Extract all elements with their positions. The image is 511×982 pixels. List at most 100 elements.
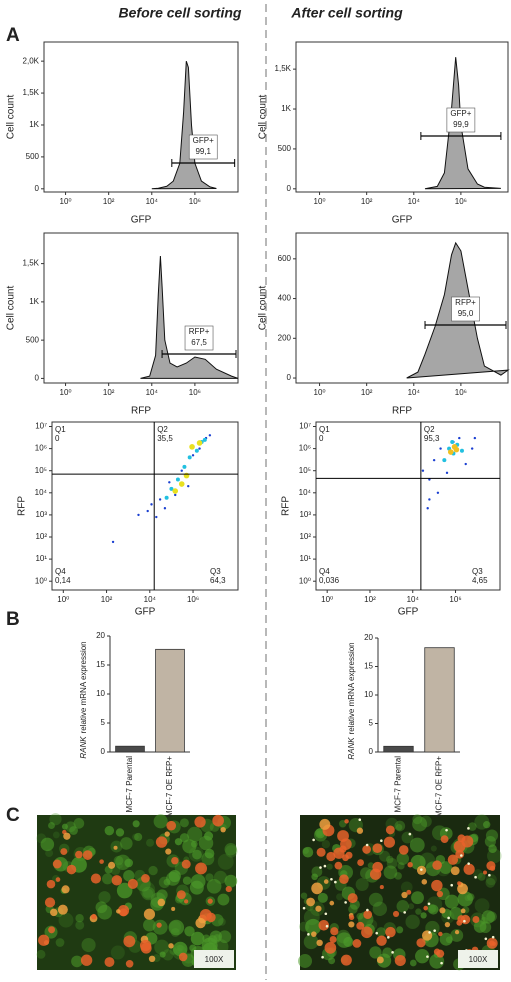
cell [426, 955, 429, 958]
cell [391, 951, 394, 954]
cell [55, 877, 61, 882]
quadrant-value: 0,14 [55, 576, 71, 585]
cell [134, 832, 143, 842]
cell [115, 828, 125, 837]
point [174, 493, 177, 497]
cell [477, 872, 486, 881]
cell [184, 926, 195, 937]
cell [483, 870, 488, 875]
cell [217, 893, 230, 906]
cell [157, 898, 166, 907]
cell [455, 849, 465, 859]
magnification: 100X [469, 955, 488, 964]
y-tick-label: 10 [96, 689, 105, 698]
cell [110, 945, 125, 960]
cell [173, 941, 188, 957]
point [163, 507, 167, 510]
cell [69, 826, 78, 835]
cell [444, 921, 451, 928]
cell [116, 862, 123, 869]
x-axis-label: GFP [398, 607, 419, 618]
cell [141, 874, 150, 883]
cell [396, 852, 410, 866]
cell [491, 935, 495, 939]
cell [376, 956, 384, 964]
cell [176, 890, 186, 900]
cell [394, 820, 406, 832]
y-tick-label: 500 [278, 144, 292, 153]
y-tick-label: 10⁴ [299, 488, 312, 497]
micrograph: 100X [36, 813, 238, 970]
cell [125, 959, 134, 968]
cell [339, 874, 349, 884]
cell [372, 843, 383, 854]
cell [375, 931, 379, 935]
cell [326, 851, 336, 862]
x-tick-label: 10⁰ [60, 197, 72, 206]
cell [484, 835, 496, 848]
cell [91, 913, 97, 920]
cell [311, 882, 323, 895]
cell [168, 919, 185, 936]
cell [207, 935, 218, 945]
cell [65, 821, 76, 833]
cell [430, 845, 437, 852]
point [470, 447, 474, 450]
cell [80, 954, 93, 966]
y-tick-label: 10² [299, 532, 311, 541]
cell [71, 955, 83, 968]
cell [334, 880, 337, 884]
cell [483, 821, 491, 829]
x-tick-label: 10⁰ [57, 595, 69, 604]
cell [60, 848, 68, 856]
cell [426, 903, 437, 914]
point [439, 447, 442, 450]
y-tick-label: 1,5K [23, 88, 40, 97]
cell [321, 840, 331, 849]
cell [360, 867, 372, 879]
cell [38, 934, 50, 946]
cell [143, 918, 156, 932]
column-title: After cell sorting [290, 5, 403, 21]
cell [81, 937, 96, 953]
cell [307, 933, 310, 936]
x-tick-label: 10⁰ [314, 388, 326, 397]
cell [166, 820, 177, 831]
quadrant-value: 4,65 [472, 576, 488, 585]
x-tick-label: 10⁰ [60, 388, 72, 397]
x-tick-label: 10⁶ [189, 197, 201, 206]
cell [158, 876, 171, 889]
cell [333, 847, 345, 859]
histogram [140, 255, 239, 379]
cell [427, 902, 431, 906]
cell [433, 929, 436, 932]
cell [406, 889, 412, 895]
cell [438, 931, 443, 937]
cell [317, 892, 328, 903]
point [191, 454, 195, 457]
point [158, 498, 162, 501]
cell [75, 920, 85, 930]
gate-name: GFP+ [450, 109, 471, 118]
cell [142, 888, 154, 899]
gate-value: 99,1 [195, 147, 211, 156]
y-axis-label: RANK relative mRNA expression [79, 641, 88, 758]
cell [321, 955, 324, 959]
cell [201, 852, 215, 866]
cell [330, 877, 333, 881]
cell [445, 936, 453, 944]
cell [348, 921, 355, 928]
cell [169, 947, 178, 955]
y-tick-label: 20 [364, 633, 373, 642]
cell [316, 939, 323, 947]
cell [415, 908, 422, 915]
y-tick-label: 1,5K [23, 259, 40, 268]
cell [363, 910, 373, 919]
cell [45, 849, 54, 858]
cell [450, 928, 464, 942]
cell [357, 859, 364, 866]
cell [398, 845, 409, 855]
cell [386, 857, 398, 869]
